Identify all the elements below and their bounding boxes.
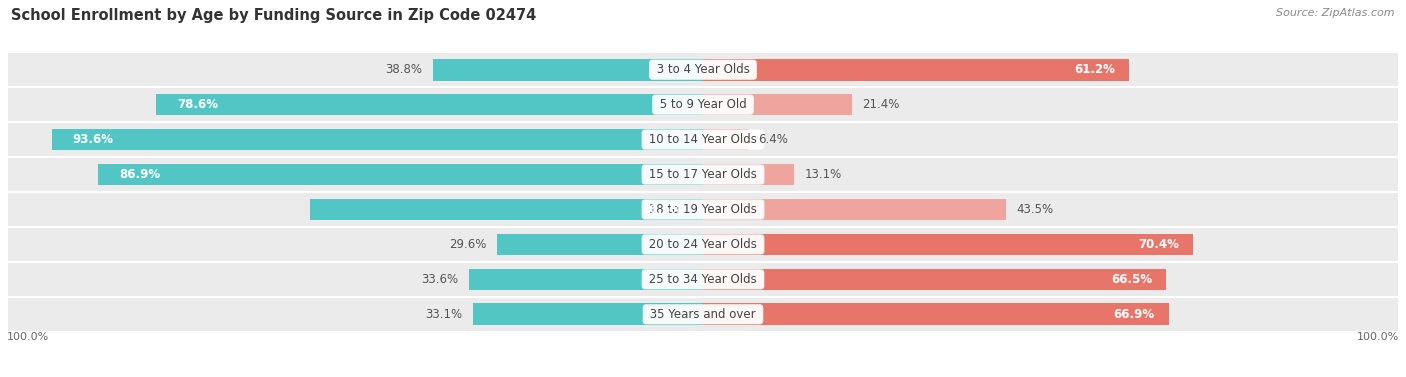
- Bar: [433, 59, 703, 81]
- Bar: [703, 303, 1168, 325]
- Bar: [7, 122, 1399, 157]
- Bar: [703, 129, 748, 150]
- Bar: [703, 268, 1166, 290]
- Text: 21.4%: 21.4%: [862, 98, 900, 111]
- Bar: [470, 268, 703, 290]
- Text: 6.4%: 6.4%: [758, 133, 787, 146]
- Text: 33.6%: 33.6%: [422, 273, 458, 286]
- Text: 78.6%: 78.6%: [177, 98, 218, 111]
- Text: 70.4%: 70.4%: [1139, 238, 1180, 251]
- Bar: [309, 199, 703, 220]
- Text: 33.1%: 33.1%: [425, 308, 463, 321]
- Text: 56.5%: 56.5%: [641, 203, 682, 216]
- Text: 35 Years and over: 35 Years and over: [647, 308, 759, 321]
- Bar: [7, 52, 1399, 87]
- Text: 66.9%: 66.9%: [1114, 308, 1154, 321]
- Text: School Enrollment by Age by Funding Source in Zip Code 02474: School Enrollment by Age by Funding Sour…: [11, 8, 537, 23]
- Bar: [7, 192, 1399, 227]
- Text: 86.9%: 86.9%: [120, 168, 160, 181]
- Text: 93.6%: 93.6%: [73, 133, 114, 146]
- Text: 100.0%: 100.0%: [1357, 332, 1399, 342]
- Text: 43.5%: 43.5%: [1017, 203, 1053, 216]
- Text: 100.0%: 100.0%: [7, 332, 49, 342]
- Bar: [156, 94, 703, 115]
- Bar: [52, 129, 703, 150]
- Text: 5 to 9 Year Old: 5 to 9 Year Old: [655, 98, 751, 111]
- Bar: [703, 59, 1129, 81]
- Text: 29.6%: 29.6%: [449, 238, 486, 251]
- Text: 61.2%: 61.2%: [1074, 63, 1115, 76]
- Text: 38.8%: 38.8%: [385, 63, 423, 76]
- Bar: [496, 234, 703, 255]
- Text: Source: ZipAtlas.com: Source: ZipAtlas.com: [1277, 8, 1395, 18]
- Bar: [7, 262, 1399, 297]
- Bar: [7, 227, 1399, 262]
- Bar: [703, 164, 794, 185]
- Bar: [98, 164, 703, 185]
- Bar: [703, 199, 1005, 220]
- Bar: [472, 303, 703, 325]
- Text: 13.1%: 13.1%: [804, 168, 842, 181]
- Bar: [703, 94, 852, 115]
- Bar: [7, 87, 1399, 122]
- Text: 18 to 19 Year Olds: 18 to 19 Year Olds: [645, 203, 761, 216]
- Text: 66.5%: 66.5%: [1111, 273, 1152, 286]
- Text: 10 to 14 Year Olds: 10 to 14 Year Olds: [645, 133, 761, 146]
- Bar: [7, 157, 1399, 192]
- Text: 25 to 34 Year Olds: 25 to 34 Year Olds: [645, 273, 761, 286]
- Text: 15 to 17 Year Olds: 15 to 17 Year Olds: [645, 168, 761, 181]
- Bar: [7, 297, 1399, 332]
- Text: 3 to 4 Year Olds: 3 to 4 Year Olds: [652, 63, 754, 76]
- Bar: [703, 234, 1192, 255]
- Text: 20 to 24 Year Olds: 20 to 24 Year Olds: [645, 238, 761, 251]
